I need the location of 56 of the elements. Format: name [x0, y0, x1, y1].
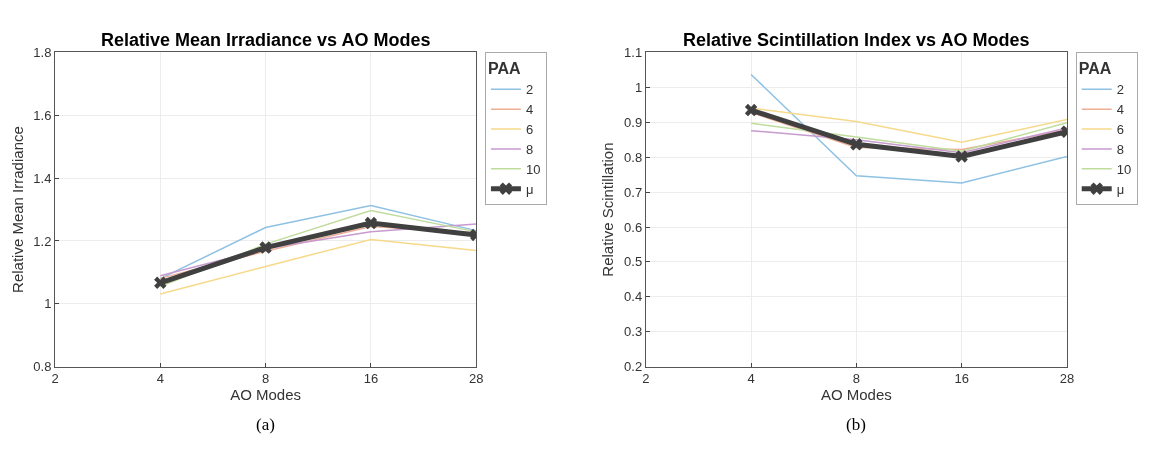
y-tick-label: 0.5 [624, 254, 643, 270]
y-tick-label: 0.8 [624, 149, 643, 165]
point [154, 276, 167, 289]
x-tick-label: 2 [642, 371, 650, 387]
y-tick-label: 1.1 [624, 45, 643, 61]
y-tick-label: 0.3 [624, 324, 643, 340]
y-tick-label: 1.8 [33, 45, 52, 61]
legend-title: PAA [487, 60, 521, 78]
x-tick-label: 28 [1059, 371, 1075, 387]
y-tick-label: 1.6 [33, 107, 52, 123]
y-tick-label: 1 [634, 79, 643, 95]
y-tick-label: 1 [44, 296, 52, 312]
x-tick-label: 16 [954, 371, 969, 387]
point [364, 216, 378, 230]
legend-label: 6 [525, 122, 534, 138]
text: (a) [256, 415, 275, 434]
x-tick-label: 4 [747, 371, 755, 387]
legend-label: 10 [525, 161, 541, 177]
legend-label: 4 [525, 102, 534, 118]
legend-label: μ [525, 181, 534, 197]
legend-label: 2 [1116, 82, 1124, 98]
legend-label: 8 [1116, 142, 1124, 157]
chart-title: Relative Mean Irradiance vs AO Modes [101, 30, 431, 50]
y-tick-label: 1.2 [33, 233, 52, 249]
line-series [159, 238, 477, 295]
y-tick-label: 0.7 [624, 184, 643, 200]
legend-label: 8 [525, 142, 534, 157]
x-axis-title: AO Modes [820, 386, 892, 404]
line-series [750, 73, 1067, 184]
x-tick-label: 8 [261, 371, 270, 387]
chart-title: Relative Scintillation Index vs AO Modes [683, 30, 1030, 50]
y-tick-label: 0.8 [33, 359, 52, 375]
y-tick-label: 0.6 [624, 219, 643, 235]
legend-title: PAA [1078, 60, 1112, 78]
legend-label: μ [1116, 181, 1125, 197]
x-tick-label: 28 [468, 371, 484, 387]
x-tick-label: 4 [156, 371, 164, 387]
x-tick-label: 2 [51, 371, 59, 387]
text: (b) [846, 415, 866, 434]
point [259, 241, 272, 254]
y-tick-label: 1.4 [33, 170, 52, 186]
point [744, 103, 758, 117]
y-axis-title: Relative Mean Irradiance [8, 126, 26, 293]
x-axis-title: AO Modes [230, 386, 302, 404]
legend-label: 2 [525, 82, 534, 98]
x-tick-label: 16 [363, 371, 379, 387]
point [850, 138, 863, 151]
y-axis-title: Relative Scintillation [599, 142, 617, 277]
legend-label: 4 [1116, 102, 1124, 118]
legend-label: 10 [1116, 161, 1132, 177]
x-tick-label: 8 [852, 371, 860, 387]
point [955, 150, 968, 163]
y-tick-label: 0.2 [624, 359, 643, 375]
y-tick-label: 0.9 [624, 114, 643, 130]
legend-label: 6 [1116, 122, 1124, 138]
y-tick-label: 0.4 [624, 289, 643, 305]
